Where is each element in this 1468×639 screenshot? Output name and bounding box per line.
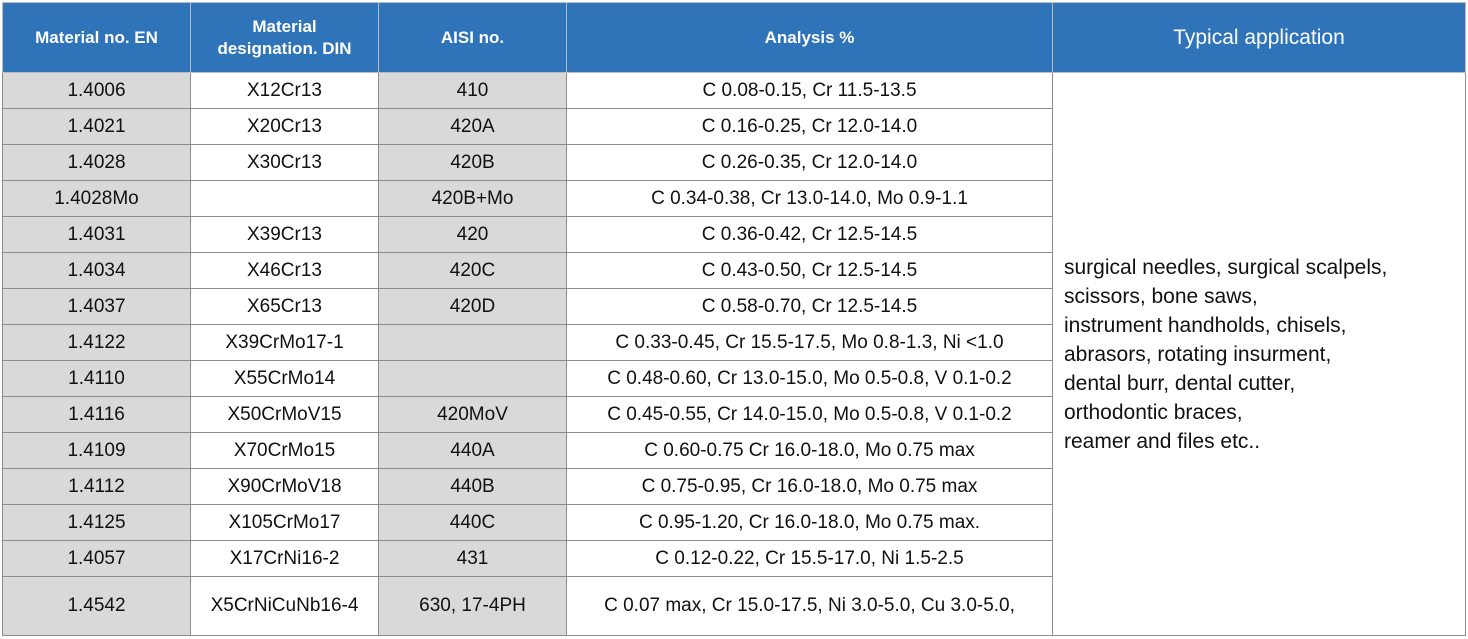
cell-material-en: 1.4110 xyxy=(2,360,191,397)
cell-analysis: C 0.34-0.38, Cr 13.0-14.0, Mo 0.9-1.1 xyxy=(566,180,1053,217)
cell-designation-din: X90CrMoV18 xyxy=(190,468,379,505)
cell-aisi: 420B xyxy=(378,144,567,181)
cell-material-en: 1.4542 xyxy=(2,576,191,636)
table-row: 1.4028Mo 420B+Mo C 0.34-0.38, Cr 13.0-14.0… xyxy=(2,180,1466,217)
cell-aisi xyxy=(378,360,567,397)
cell-aisi: 440A xyxy=(378,432,567,469)
cell-analysis: C 0.07 max, Cr 15.0-17.5, Ni 3.0-5.0, Cu… xyxy=(566,576,1053,636)
application-line: dental burr, dental cutter, xyxy=(1064,371,1296,395)
cell-aisi: 440B xyxy=(378,468,567,505)
cell-material-en: 1.4006 xyxy=(2,72,191,109)
cell-material-en: 1.4021 xyxy=(2,108,191,145)
cell-material-en: 1.4057 xyxy=(2,540,191,577)
cell-analysis: C 0.95-1.20, Cr 16.0-18.0, Mo 0.75 max. xyxy=(566,504,1053,541)
application-line: orthodontic braces, xyxy=(1064,400,1243,424)
table-row: 1.4006 X12Cr13 410 C 0.08-0.15, Cr 11.5-13.… xyxy=(2,72,1466,636)
cell-designation-din: X12Cr13 xyxy=(190,72,379,109)
cell-aisi: 420B+Mo xyxy=(378,180,567,217)
cell-aisi: 630, 17-4PH xyxy=(378,576,567,636)
cell-analysis: C 0.45-0.55, Cr 14.0-15.0, Mo 0.5-0.8, V… xyxy=(566,396,1053,433)
header-designation-din-line2: designation. DIN xyxy=(217,38,352,58)
table-row: 1.4037 X65Cr13 420D C 0.58-0.70, Cr 12.5-14… xyxy=(2,288,1466,325)
table-header: Material no. EN Material designation. DI… xyxy=(2,2,1466,73)
table-row: 1.4021 X20Cr13 420A C 0.16-0.25, Cr 12.0-14… xyxy=(2,108,1466,145)
cell-designation-din: X39Cr13 xyxy=(190,216,379,253)
table-row: 1.4112 X90CrMoV18 440B C 0.75-0.95, Cr 16.0… xyxy=(2,468,1466,505)
cell-material-en: 1.4034 xyxy=(2,252,191,289)
cell-aisi xyxy=(378,324,567,361)
table-row: 1.4028 X30Cr13 420B C 0.26-0.35, Cr 12.0-14… xyxy=(2,144,1466,181)
cell-analysis: C 0.33-0.45, Cr 15.5-17.5, Mo 0.8-1.3, N… xyxy=(566,324,1053,361)
application-line: reamer and files etc.. xyxy=(1064,429,1261,453)
cell-aisi: 420MoV xyxy=(378,396,567,433)
cell-designation-din: X105CrMo17 xyxy=(190,504,379,541)
cell-designation-din: X55CrMo14 xyxy=(190,360,379,397)
header-material-en: Material no. EN xyxy=(2,2,191,73)
cell-aisi: 410 xyxy=(378,72,567,109)
cell-aisi: 420C xyxy=(378,252,567,289)
cell-material-en: 1.4116 xyxy=(2,396,191,433)
table-row: 1.4542 X5CrNiCuNb16-4 630, 17-4PH C 0.07 ma… xyxy=(2,576,1466,636)
application-line: abrasors, rotating insurment, xyxy=(1064,342,1332,366)
cell-designation-din: X39CrMo17-1 xyxy=(190,324,379,361)
cell-aisi: 440C xyxy=(378,504,567,541)
cell-aisi: 420 xyxy=(378,216,567,253)
cell-designation-din: X46Cr13 xyxy=(190,252,379,289)
cell-analysis: C 0.43-0.50, Cr 12.5-14.5 xyxy=(566,252,1053,289)
table-row: 1.4110 X55CrMo14 C 0.48-0.60, Cr 13.0-15.0… xyxy=(2,360,1466,397)
cell-typical-application: surgical needles, surgical scalpels, scis… xyxy=(1052,72,1466,636)
cell-aisi: 420D xyxy=(378,288,567,325)
cell-analysis: C 0.60-0.75 Cr 16.0-18.0, Mo 0.75 max xyxy=(566,432,1053,469)
cell-analysis: C 0.75-0.95, Cr 16.0-18.0, Mo 0.75 max xyxy=(566,468,1053,505)
cell-analysis: C 0.36-0.42, Cr 12.5-14.5 xyxy=(566,216,1053,253)
cell-designation-din: X65Cr13 xyxy=(190,288,379,325)
application-line: scissors, bone saws, xyxy=(1064,284,1258,308)
cell-designation-din: X5CrNiCuNb16-4 xyxy=(190,576,379,636)
cell-analysis: C 0.08-0.15, Cr 11.5-13.5 xyxy=(566,72,1053,109)
cell-designation-din xyxy=(190,180,379,217)
cell-designation-din: X70CrMo15 xyxy=(190,432,379,469)
header-designation-din-line1: Material xyxy=(252,16,317,36)
table-row: 1.4125 X105CrMo17 440C C 0.95-1.20, Cr 16.0… xyxy=(2,504,1466,541)
cell-material-en: 1.4028Mo xyxy=(2,180,191,217)
table-body: 1.4006 X12Cr13 410 C 0.08-0.15, Cr 11.5-13.… xyxy=(2,72,1466,636)
cell-material-en: 1.4122 xyxy=(2,324,191,361)
cell-designation-din: X17CrNi16-2 xyxy=(190,540,379,577)
cell-material-en: 1.4125 xyxy=(2,504,191,541)
cell-material-en: 1.4031 xyxy=(2,216,191,253)
table-row: 1.4109 X70CrMo15 440A C 0.60-0.75 Cr 16.0-1… xyxy=(2,432,1466,469)
header-analysis: Analysis % xyxy=(566,2,1053,73)
table-row: 1.4122 X39CrMo17-1 C 0.33-0.45, Cr 15.5-17… xyxy=(2,324,1466,361)
cell-material-en: 1.4112 xyxy=(2,468,191,505)
table-row: 1.4116 X50CrMoV15 420MoV C 0.45-0.55, Cr 14… xyxy=(2,396,1466,433)
cell-designation-din: X30Cr13 xyxy=(190,144,379,181)
cell-designation-din: X20Cr13 xyxy=(190,108,379,145)
header-row: Material no. EN Material designation. DI… xyxy=(2,2,1466,73)
cell-material-en: 1.4037 xyxy=(2,288,191,325)
cell-analysis: C 0.16-0.25, Cr 12.0-14.0 xyxy=(566,108,1053,145)
cell-analysis: C 0.58-0.70, Cr 12.5-14.5 xyxy=(566,288,1053,325)
cell-aisi: 431 xyxy=(378,540,567,577)
table-row: 1.4034 X46Cr13 420C C 0.43-0.50, Cr 12.5-14… xyxy=(2,252,1466,289)
header-designation-din: Material designation. DIN xyxy=(190,2,379,73)
application-line: instrument handholds, chisels, xyxy=(1064,313,1347,337)
cell-material-en: 1.4109 xyxy=(2,432,191,469)
table-row: 1.4057 X17CrNi16-2 431 C 0.12-0.22, Cr 15.5… xyxy=(2,540,1466,577)
cell-designation-din: X50CrMoV15 xyxy=(190,396,379,433)
cell-material-en: 1.4028 xyxy=(2,144,191,181)
cell-analysis: C 0.26-0.35, Cr 12.0-14.0 xyxy=(566,144,1053,181)
cell-analysis: C 0.48-0.60, Cr 13.0-15.0, Mo 0.5-0.8, V… xyxy=(566,360,1053,397)
header-application: Typical application xyxy=(1052,2,1466,73)
cell-analysis: C 0.12-0.22, Cr 15.5-17.0, Ni 1.5-2.5 xyxy=(566,540,1053,577)
application-line: surgical needles, surgical scalpels, xyxy=(1064,255,1388,279)
header-aisi: AISI no. xyxy=(378,2,567,73)
cell-aisi: 420A xyxy=(378,108,567,145)
